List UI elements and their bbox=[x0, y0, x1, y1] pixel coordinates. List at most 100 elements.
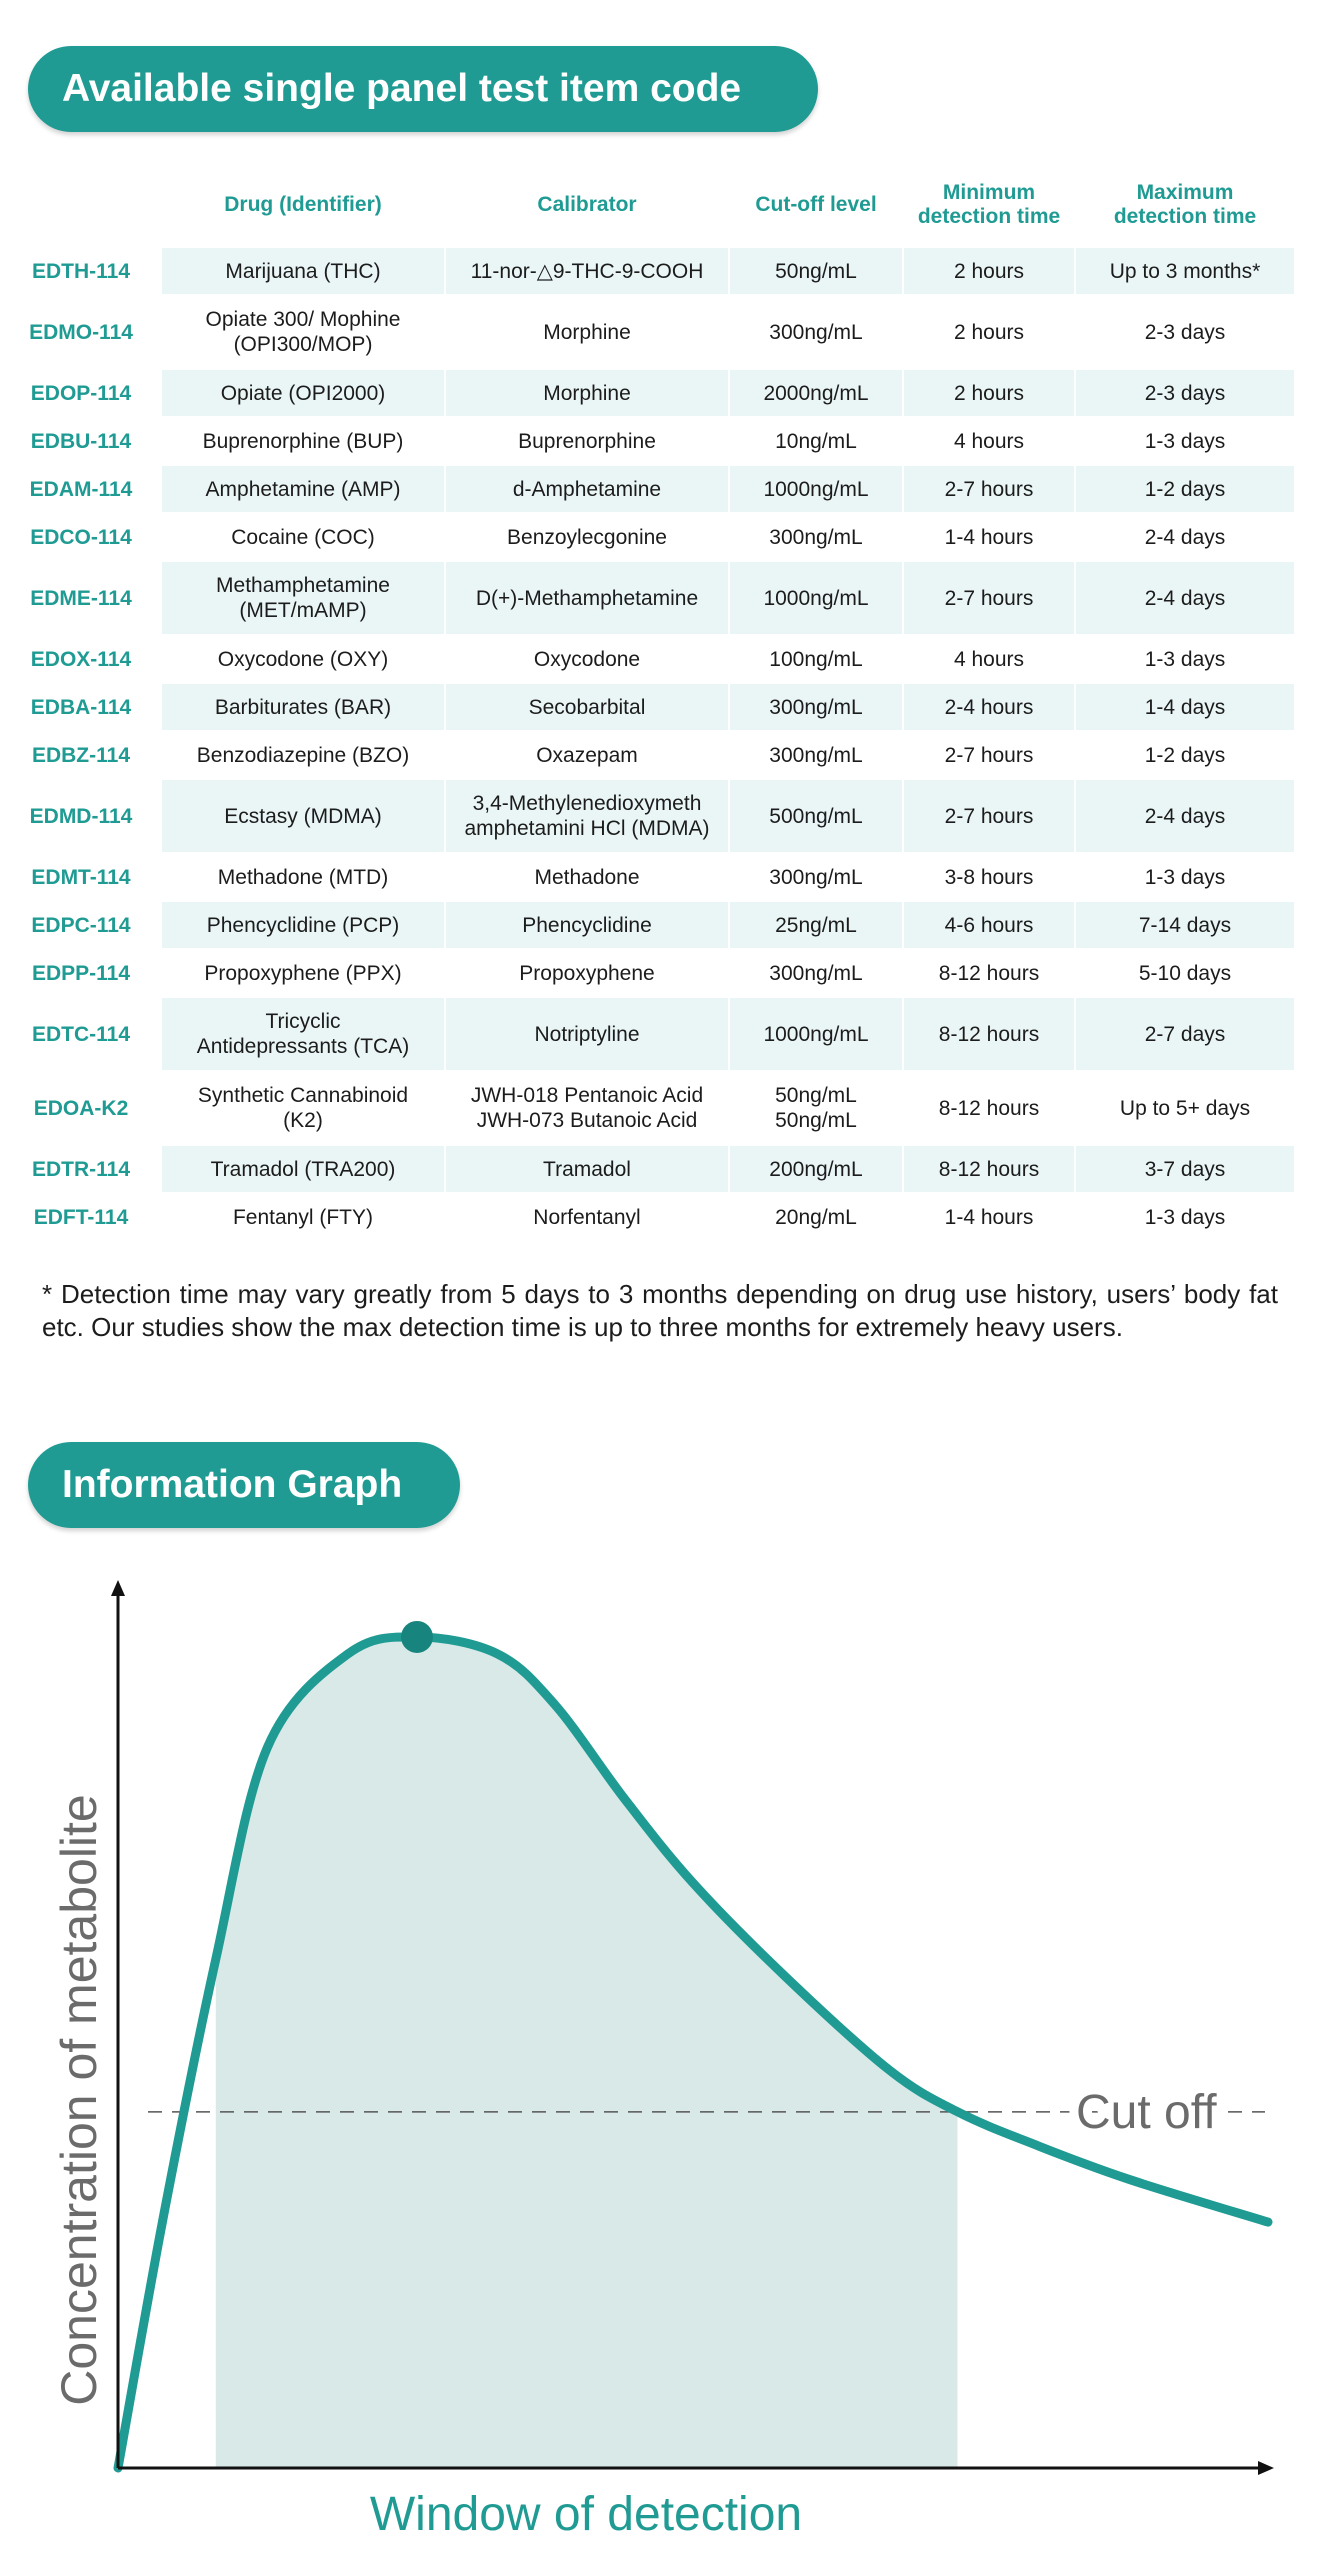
table-row: EDTC-114 Tricyclic Antidepressants (TCA) No… bbox=[0, 998, 1333, 1070]
row-calibrator: Morphine bbox=[543, 320, 631, 344]
row-calibrator: Benzoylecgonine bbox=[507, 525, 667, 549]
row-max-time: 2-4 days bbox=[1076, 562, 1294, 634]
row-code: EDOP-114 bbox=[30, 381, 132, 405]
row-max-time: 3-7 days bbox=[1076, 1146, 1294, 1192]
row-min-time: 8-12 hours bbox=[904, 998, 1074, 1070]
row-code: EDOX-114 bbox=[30, 647, 132, 671]
table-row: EDPP-114 Propoxyphene (PPX) Propoxyphene 30… bbox=[0, 950, 1333, 996]
row-code: EDME-114 bbox=[30, 586, 132, 610]
row-cutoff: 1000ng/mL bbox=[730, 998, 902, 1070]
row-drug: Opiate 300/ Mophine (OPI300/MOP) bbox=[205, 308, 401, 356]
row-min-time: 2-4 hours bbox=[904, 684, 1074, 730]
row-calibrator: Secobarbital bbox=[446, 684, 728, 730]
table-row: EDTR-114 Tramadol (TRA200) Tramadol 200ng/m… bbox=[0, 1146, 1333, 1192]
row-min-time: 4 hours bbox=[953, 429, 1025, 453]
row-min-time: 1-4 hours bbox=[944, 1205, 1034, 1229]
row-cutoff: 300ng/mL bbox=[769, 320, 863, 344]
row-cutoff: 300ng/mL bbox=[769, 525, 863, 549]
row-cutoff: 100ng/mL bbox=[769, 647, 863, 671]
row-drug: Marijuana (THC) bbox=[162, 248, 444, 294]
row-code: EDTC-114 bbox=[31, 1022, 131, 1046]
row-min-time: 2 hours bbox=[904, 370, 1074, 416]
table-row: EDBA-114 Barbiturates (BAR) Secobarbital 30… bbox=[0, 684, 1333, 730]
row-code: EDOA-K2 bbox=[33, 1096, 129, 1120]
table-row: EDOP-114 Opiate (OPI2000) Morphine 2000ng/m… bbox=[0, 370, 1333, 416]
row-code: EDTH-114 bbox=[31, 259, 131, 283]
table-row: EDMT-114 Methadone (MTD) Methadone 300ng/mL… bbox=[0, 854, 1333, 900]
row-drug: Propoxyphene (PPX) bbox=[204, 961, 402, 985]
header-cutoff: Cut-off level bbox=[755, 193, 877, 216]
row-max-time: Up to 5+ days bbox=[1119, 1096, 1251, 1120]
row-min-time: 2 hours bbox=[953, 320, 1025, 344]
row-cutoff: 50ng/mL 50ng/mL bbox=[775, 1084, 857, 1132]
table-row: EDOX-114 Oxycodone (OXY) Oxycodone 100ng/mL… bbox=[0, 636, 1333, 682]
metabolite-curve bbox=[113, 1632, 1273, 2473]
row-calibrator: Methadone bbox=[534, 865, 640, 889]
row-drug: Oxycodone (OXY) bbox=[217, 647, 389, 671]
row-code: EDMT-114 bbox=[31, 865, 131, 889]
row-cutoff: 300ng/mL bbox=[769, 865, 863, 889]
detection-window-area bbox=[215, 1636, 958, 2468]
row-max-time: 2-7 days bbox=[1076, 998, 1294, 1070]
row-cutoff: 300ng/mL bbox=[769, 961, 863, 985]
row-cutoff: 20ng/mL bbox=[775, 1205, 857, 1229]
detection-footnote: * Detection time may vary greatly from 5… bbox=[42, 1279, 1278, 1342]
table-row: EDBU-114 Buprenorphine (BUP) Buprenorphine… bbox=[0, 418, 1333, 464]
row-code: EDBA-114 bbox=[30, 695, 132, 719]
table-row: EDOA-K2 Synthetic Cannabinoid (K2) JWH-018 … bbox=[0, 1072, 1333, 1144]
table-row: EDAM-114 Amphetamine (AMP) d-Amphetamine 10… bbox=[0, 466, 1333, 512]
row-drug: Methadone (MTD) bbox=[217, 865, 389, 889]
row-code: EDMO-114 bbox=[29, 320, 133, 344]
row-code: EDAM-114 bbox=[29, 477, 133, 501]
cutoff-label: Cut off bbox=[1076, 2086, 1217, 2139]
row-max-time: 1-4 days bbox=[1076, 684, 1294, 730]
table-row: EDTH-114 Marijuana (THC) 11-nor-△9-THC-9-C… bbox=[0, 248, 1333, 294]
row-cutoff: 200ng/mL bbox=[730, 1146, 902, 1192]
row-drug: Tramadol (TRA200) bbox=[162, 1146, 444, 1192]
row-cutoff: 500ng/mL bbox=[730, 780, 902, 852]
row-min-time: 2-7 hours bbox=[904, 780, 1074, 852]
row-calibrator: D(+)-Methamphetamine bbox=[446, 562, 728, 634]
row-max-time: 2-4 days bbox=[1076, 780, 1294, 852]
row-drug: Amphetamine (AMP) bbox=[162, 466, 444, 512]
row-calibrator: Buprenorphine bbox=[518, 429, 656, 453]
row-calibrator: 3,4-Methylenedioxymeth amphetamini HCl (M… bbox=[446, 780, 728, 852]
information-graph: Cut off Concentration of metabolite Wind… bbox=[51, 1580, 1274, 2541]
row-min-time: 8-12 hours bbox=[938, 961, 1040, 985]
x-axis-arrow bbox=[1258, 2461, 1274, 2475]
row-cutoff: 50ng/mL bbox=[730, 248, 902, 294]
row-max-time: 1-3 days bbox=[1144, 1205, 1226, 1229]
row-calibrator: Propoxyphene bbox=[519, 961, 655, 985]
peak-point bbox=[401, 1620, 433, 1653]
row-drug: Tricyclic Antidepressants (TCA) bbox=[162, 998, 444, 1070]
row-drug: Benzodiazepine (BZO) bbox=[196, 743, 410, 767]
row-max-time: 2-4 days bbox=[1144, 525, 1226, 549]
row-code: EDCO-114 bbox=[30, 525, 132, 549]
section-title-graph: Information Graph bbox=[28, 1442, 460, 1528]
row-min-time: 2-7 hours bbox=[944, 743, 1034, 767]
row-cutoff: 300ng/mL bbox=[769, 743, 863, 767]
row-max-time: 5-10 days bbox=[1138, 961, 1232, 985]
row-cutoff: 2000ng/mL bbox=[730, 370, 902, 416]
table-row: EDMO-114 Opiate 300/ Mophine (OPI300/MOP) M… bbox=[0, 296, 1333, 368]
row-calibrator: Phencyclidine bbox=[446, 902, 728, 948]
row-calibrator: Oxycodone bbox=[533, 647, 641, 671]
row-min-time: 3-8 hours bbox=[944, 865, 1034, 889]
row-min-time: 8-12 hours bbox=[938, 1096, 1040, 1120]
row-code: EDPC-114 bbox=[31, 913, 131, 937]
row-calibrator: Tramadol bbox=[446, 1146, 728, 1192]
row-min-time: 2 hours bbox=[904, 248, 1074, 294]
row-drug: Phencyclidine (PCP) bbox=[162, 902, 444, 948]
row-min-time: 4 hours bbox=[953, 647, 1025, 671]
row-calibrator: Notriptyline bbox=[446, 998, 728, 1070]
row-drug: Buprenorphine (BUP) bbox=[202, 429, 404, 453]
row-cutoff: 1000ng/mL bbox=[730, 562, 902, 634]
row-calibrator: Norfentanyl bbox=[533, 1205, 641, 1229]
row-min-time: 1-4 hours bbox=[944, 525, 1034, 549]
row-code: EDPP-114 bbox=[31, 961, 131, 985]
row-drug: Ecstasy (MDMA) bbox=[162, 780, 444, 852]
row-min-time: 8-12 hours bbox=[904, 1146, 1074, 1192]
row-max-time: Up to 3 months* bbox=[1076, 248, 1294, 294]
row-code: EDFT-114 bbox=[33, 1205, 129, 1229]
row-code: EDMD-114 bbox=[29, 804, 133, 828]
